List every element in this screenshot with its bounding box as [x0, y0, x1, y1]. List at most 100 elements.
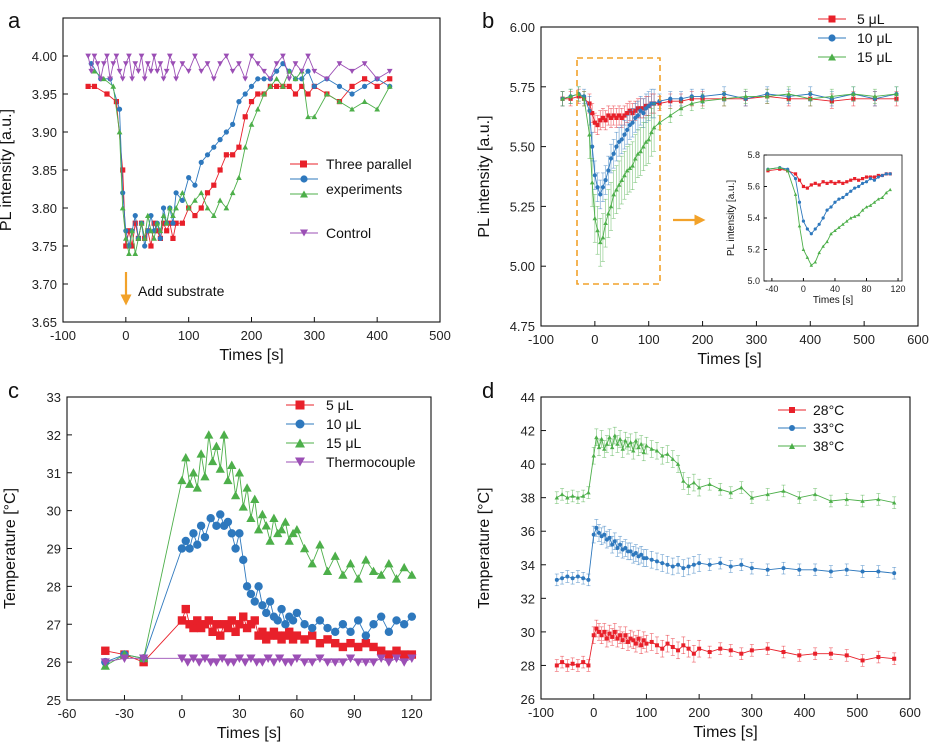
data-point: [280, 83, 286, 89]
panel-d-y-axis-label: Temperature [°C]: [476, 487, 493, 608]
panel-a-x-tick-label: 400: [366, 328, 388, 343]
data-point: [809, 263, 814, 267]
data-point: [186, 175, 192, 181]
data-point: [177, 544, 187, 553]
data-point: [630, 163, 635, 168]
data-point: [603, 118, 608, 123]
legend-swatch-28c: [778, 407, 806, 413]
data-point: [217, 654, 227, 663]
data-point: [185, 205, 192, 211]
data-point: [665, 641, 670, 646]
data-point: [691, 562, 696, 567]
data-point: [292, 654, 302, 663]
legend-swatch-control: [290, 229, 318, 237]
data-point: [391, 654, 402, 663]
legend-swatch-thermocouple: [286, 457, 314, 467]
data-point: [250, 494, 260, 504]
data-point: [361, 61, 368, 67]
data-point: [632, 156, 638, 161]
data-point: [323, 623, 332, 633]
data-point: [560, 576, 565, 581]
data-point: [829, 180, 833, 184]
data-point: [280, 53, 286, 59]
data-point: [559, 492, 565, 497]
data-point: [192, 213, 198, 219]
data-point: [386, 68, 393, 75]
inset-x-axis-label: Times [s]: [813, 295, 853, 306]
data-point: [376, 654, 386, 663]
panel-d-legend: 28°C 33°C 38°C: [778, 402, 844, 454]
legend-label-5ul-c: 5 μL: [326, 397, 354, 413]
data-point: [837, 197, 841, 201]
panel-a-x-tick-label: -100: [50, 328, 76, 343]
data-point: [164, 228, 170, 234]
data-point: [624, 168, 630, 173]
panel-b-y-tick-label: 5.00: [510, 259, 535, 274]
data-point: [204, 152, 211, 158]
data-point: [841, 222, 845, 226]
legend-swatch-three-parallel: [290, 160, 318, 198]
data-point: [248, 53, 255, 59]
data-point: [570, 576, 575, 581]
data-point: [625, 111, 630, 116]
data-point: [160, 205, 167, 211]
data-point: [619, 115, 624, 120]
panel-d-y-tick-label: 28: [521, 658, 535, 673]
legend-label-10ul-c: 10 μL: [326, 416, 362, 432]
data-point: [135, 68, 142, 75]
panel-b-x-tick-label: 100: [638, 332, 660, 347]
data-point: [641, 111, 646, 116]
data-point: [868, 177, 873, 181]
data-point: [269, 658, 279, 667]
data-point: [160, 220, 167, 226]
panel-c-x-tick-label: 60: [290, 706, 304, 721]
data-point: [292, 524, 302, 534]
data-point: [622, 172, 627, 178]
data-point: [665, 451, 670, 456]
data-point: [670, 564, 675, 569]
data-point: [628, 636, 633, 641]
data-point: [250, 616, 259, 625]
panel-b-x-axis-label: Times [s]: [697, 351, 761, 368]
data-point: [242, 114, 248, 120]
data-point: [598, 118, 603, 123]
data-point: [217, 197, 223, 203]
data-point: [223, 129, 229, 135]
panel-a-y-tick-label: 3.95: [32, 87, 57, 102]
panel-d-series-33c: [554, 519, 897, 587]
panel-a-y-tick-label: 3.65: [32, 315, 57, 330]
data-point: [821, 216, 825, 220]
data-point: [192, 197, 198, 203]
data-point: [138, 220, 145, 226]
data-point: [813, 227, 817, 231]
data-point: [660, 646, 665, 651]
panel-b-series-5l: [560, 88, 899, 135]
data-point: [857, 178, 861, 182]
add-substrate-annotation: Add substrate: [120, 272, 225, 306]
data-point: [177, 654, 187, 663]
data-point: [853, 177, 857, 181]
data-point: [91, 83, 98, 89]
data-point: [267, 76, 274, 82]
data-point: [828, 569, 833, 574]
data-point: [623, 438, 628, 443]
data-point: [575, 574, 580, 579]
data-point: [211, 182, 217, 188]
data-point: [625, 127, 630, 132]
data-point: [273, 616, 282, 625]
data-point: [765, 646, 770, 651]
data-point: [604, 636, 609, 641]
data-point: [254, 61, 261, 67]
data-point: [627, 122, 632, 128]
data-point: [258, 627, 267, 637]
data-point: [700, 98, 705, 104]
data-point: [376, 612, 386, 621]
data-point: [354, 616, 363, 625]
data-point: [217, 61, 223, 67]
data-point: [216, 631, 225, 640]
panel-d-y-tick-label: 30: [521, 625, 535, 640]
panel-c-legend: 5 μL 10 μL 15 μL Thermocouple: [286, 397, 416, 470]
legend-label-control: Control: [326, 225, 371, 241]
panel-b: b -100 0 100 200 300 400 500 6004.755.005.255.5…: [476, 8, 929, 368]
data-point: [636, 445, 641, 450]
